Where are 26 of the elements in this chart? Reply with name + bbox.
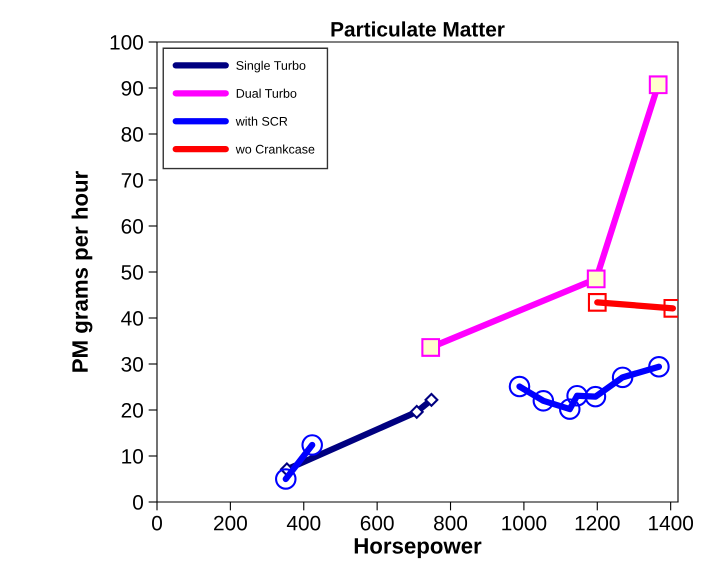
y-tick-label: 40 — [121, 311, 143, 326]
y-tick-label: 60 — [122, 219, 143, 234]
x-axis-title: Horsepower — [354, 538, 482, 558]
y-tick-label: 100 — [110, 35, 143, 50]
y-axis-title: PM grams per hour — [72, 171, 92, 372]
x-tick-label: 1000 — [502, 516, 546, 530]
legend-label: Dual Turbo — [236, 88, 296, 98]
x-tick-label: 400 — [286, 516, 320, 530]
legend-label: Single Turbo — [236, 60, 306, 72]
y-tick-label: 0 — [133, 495, 143, 510]
y-tick-label: 10 — [122, 449, 143, 464]
y-tick-label: 90 — [122, 81, 143, 96]
chart-title: Particulate Matter — [331, 21, 505, 37]
y-tick-label: 80 — [122, 127, 143, 142]
x-tick-label: 800 — [434, 516, 468, 530]
legend-label: with SCR — [236, 116, 288, 126]
x-tick-label: 1400 — [649, 516, 694, 530]
x-tick-label: 1200 — [576, 516, 620, 530]
x-tick-label: 600 — [360, 516, 394, 530]
y-tick-label: 20 — [122, 403, 143, 418]
legend-label: wo Crankcase — [236, 144, 314, 154]
y-tick-label: 30 — [121, 357, 143, 372]
x-tick-label: 200 — [214, 516, 247, 530]
x-tick-label: 0 — [152, 516, 162, 530]
y-tick-label: 70 — [122, 173, 143, 188]
y-tick-label: 50 — [121, 265, 143, 280]
